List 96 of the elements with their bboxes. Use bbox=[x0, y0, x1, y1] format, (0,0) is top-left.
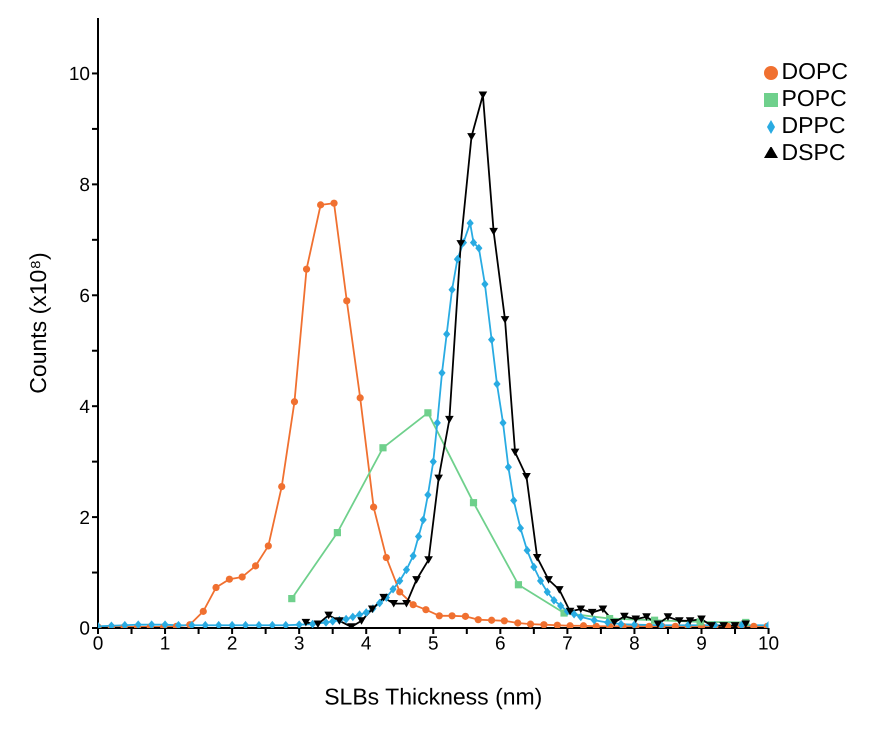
y-tick-label: 8 bbox=[79, 175, 90, 196]
point bbox=[379, 444, 387, 452]
point bbox=[412, 576, 421, 584]
x-tick-label: 6 bbox=[495, 633, 506, 654]
point bbox=[750, 622, 758, 628]
point bbox=[686, 617, 694, 625]
point bbox=[675, 617, 684, 625]
point bbox=[462, 612, 470, 620]
point bbox=[314, 620, 322, 628]
point bbox=[252, 562, 260, 570]
point bbox=[576, 606, 586, 614]
point bbox=[467, 133, 476, 141]
point bbox=[456, 240, 466, 248]
point bbox=[522, 473, 531, 481]
point bbox=[226, 576, 234, 583]
y-tick-label: 0 bbox=[79, 618, 90, 640]
legend-label: DPPC bbox=[782, 112, 846, 138]
point bbox=[592, 622, 600, 628]
x-tick-label: 4 bbox=[360, 633, 372, 654]
x-axis-title: SLBs Thickness (nm) bbox=[324, 683, 542, 710]
point bbox=[434, 474, 443, 482]
point bbox=[514, 619, 522, 627]
point bbox=[290, 398, 298, 406]
y-tick-label: 4 bbox=[79, 396, 90, 418]
point bbox=[278, 482, 286, 490]
x-tick-label: 0 bbox=[92, 633, 104, 654]
point bbox=[357, 617, 366, 625]
point bbox=[500, 316, 510, 324]
point bbox=[402, 600, 411, 608]
y-tick-label: 10 bbox=[68, 64, 90, 86]
point bbox=[356, 394, 364, 402]
x-tick-label: 2 bbox=[226, 633, 238, 654]
point bbox=[489, 228, 498, 236]
x-tick-label: 5 bbox=[428, 633, 439, 654]
point bbox=[389, 600, 398, 608]
point bbox=[212, 584, 220, 592]
point bbox=[610, 618, 619, 626]
point bbox=[324, 612, 333, 620]
point bbox=[422, 606, 430, 614]
point bbox=[544, 576, 553, 584]
point bbox=[238, 573, 246, 581]
point bbox=[526, 620, 534, 628]
point bbox=[396, 588, 404, 596]
point bbox=[588, 608, 597, 616]
point bbox=[317, 201, 324, 208]
point bbox=[200, 608, 207, 615]
x-tick-label: 3 bbox=[294, 633, 304, 654]
point bbox=[631, 616, 640, 624]
point bbox=[580, 622, 588, 628]
point bbox=[620, 612, 629, 620]
point bbox=[343, 297, 350, 304]
point bbox=[445, 416, 454, 424]
point bbox=[664, 613, 672, 621]
point bbox=[510, 448, 520, 456]
point bbox=[566, 608, 574, 616]
legend-label: POPC bbox=[782, 85, 847, 111]
point bbox=[488, 616, 496, 624]
point bbox=[302, 618, 310, 626]
point bbox=[448, 612, 456, 620]
point bbox=[514, 581, 522, 588]
point bbox=[672, 622, 679, 628]
point bbox=[697, 616, 706, 624]
point bbox=[654, 620, 662, 628]
x-tick-label: 8 bbox=[629, 633, 640, 654]
point bbox=[330, 200, 338, 207]
point bbox=[470, 499, 478, 506]
point bbox=[474, 616, 482, 624]
point bbox=[334, 529, 341, 536]
point bbox=[264, 542, 272, 550]
point bbox=[436, 612, 443, 620]
x-tick-label: 7 bbox=[562, 633, 573, 654]
y-tick-label: 2 bbox=[79, 508, 90, 529]
point bbox=[500, 617, 508, 624]
point bbox=[598, 606, 608, 614]
point bbox=[288, 595, 296, 602]
legend-label: DSPC bbox=[782, 139, 846, 165]
point bbox=[382, 554, 390, 562]
point bbox=[410, 601, 417, 608]
y-tick-label: 6 bbox=[79, 286, 90, 308]
y-axis-title: Counts (x10⁸) bbox=[25, 252, 52, 394]
legend-label: DOPC bbox=[782, 58, 848, 84]
point bbox=[554, 622, 561, 628]
x-tick-label: 10 bbox=[758, 633, 780, 654]
point bbox=[424, 556, 433, 564]
point bbox=[566, 622, 574, 628]
x-tick-label: 1 bbox=[160, 633, 170, 654]
point bbox=[370, 504, 378, 511]
point bbox=[302, 266, 310, 273]
point bbox=[555, 586, 564, 594]
point bbox=[424, 409, 432, 416]
point bbox=[642, 613, 651, 621]
point bbox=[379, 594, 388, 602]
point bbox=[646, 622, 653, 628]
point bbox=[540, 621, 548, 628]
point bbox=[532, 554, 542, 562]
x-tick-label: 9 bbox=[696, 633, 707, 654]
